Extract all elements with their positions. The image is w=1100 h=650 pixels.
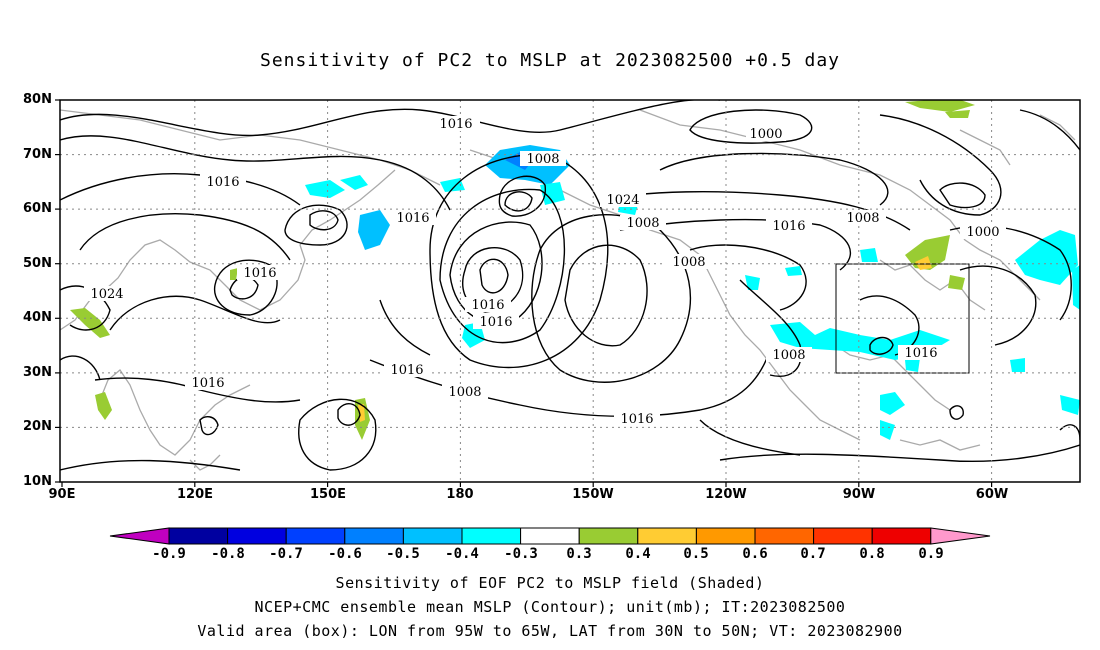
svg-text:1016: 1016 — [396, 211, 429, 226]
colorbar-label: 0.9 — [918, 546, 944, 562]
contour-label: 1008 — [840, 210, 886, 226]
contour-label: 1016 — [432, 116, 480, 132]
lat-label: 20N — [23, 419, 52, 434]
colorbar-label: -0.8 — [211, 546, 245, 562]
svg-text:1024: 1024 — [90, 287, 123, 302]
colorbar-segment — [930, 527, 991, 545]
contour-label: 1024 — [84, 286, 130, 302]
plot-frame — [59, 99, 1081, 483]
svg-text:1016: 1016 — [904, 346, 937, 361]
colorbar-segment — [695, 527, 756, 545]
contour-label: 1016 — [237, 265, 283, 281]
svg-text:1016: 1016 — [471, 298, 504, 313]
colorbar-label: -0.9 — [152, 546, 186, 562]
lat-label: 70N — [23, 147, 52, 162]
colorbar-segment — [578, 527, 639, 545]
svg-text:1008: 1008 — [672, 255, 705, 270]
contour-label: 1016 — [766, 218, 812, 234]
svg-text:1016: 1016 — [243, 266, 276, 281]
colorbar-label: 0.8 — [859, 546, 885, 562]
contour-label: 1008 — [666, 254, 712, 270]
contour-label: 1016 — [898, 345, 944, 361]
svg-text:1008: 1008 — [626, 216, 659, 231]
svg-text:1016: 1016 — [772, 219, 805, 234]
lon-label: 90E — [48, 487, 76, 502]
contour-label: 1016 — [200, 174, 246, 190]
graticule — [60, 100, 1080, 482]
contour-label: 1016 — [384, 362, 430, 378]
colorbar-label: 0.7 — [800, 546, 826, 562]
contour-label: 1016 — [185, 375, 231, 391]
colorbar-segment — [344, 527, 404, 545]
svg-text:1024: 1024 — [606, 193, 639, 208]
contour-label: 1008 — [442, 384, 488, 400]
colorbar-segment — [285, 527, 346, 545]
svg-text:1016: 1016 — [620, 412, 653, 427]
lat-label: 10N — [23, 474, 52, 489]
svg-text:1016: 1016 — [479, 315, 512, 330]
svg-text:1016: 1016 — [390, 363, 423, 378]
contour-label-group: 1016 1000 1008 1016 1024 1016 1008 1008 … — [84, 116, 1006, 427]
colorbar — [109, 527, 991, 545]
colorbar-label: -0.5 — [386, 546, 420, 562]
lon-label: 120W — [705, 487, 747, 502]
mslp-contours — [60, 100, 1080, 471]
contour-label: 1008 — [766, 347, 812, 363]
contour-label: 1016 — [465, 297, 511, 313]
contour-label: 1000 — [746, 126, 786, 142]
colorbar-label: -0.4 — [445, 546, 479, 562]
colorbar-segment — [402, 527, 463, 545]
contour-label: 1024 — [600, 192, 646, 208]
svg-text:1016: 1016 — [439, 117, 472, 132]
map-title: Sensitivity of PC2 to MSLP at 2023082500… — [259, 50, 840, 71]
lon-label: 60W — [975, 487, 1009, 502]
coastlines — [60, 109, 1076, 471]
colorbar-label: 0.4 — [625, 546, 651, 562]
svg-text:1008: 1008 — [846, 211, 879, 226]
colorbar-segment — [109, 527, 170, 545]
colorbar-segment — [637, 527, 697, 545]
lat-label: 80N — [23, 92, 52, 107]
caption-line-1: Sensitivity of EOF PC2 to MSLP field (Sh… — [335, 574, 765, 592]
contour-label: 1000 — [960, 224, 1006, 240]
lat-label: 30N — [23, 365, 52, 380]
colorbar-segment — [168, 527, 229, 545]
svg-text:1016: 1016 — [206, 175, 239, 190]
contour-label: 1016 — [614, 411, 660, 427]
colorbar-segment — [813, 527, 873, 545]
lat-label: 60N — [23, 201, 52, 216]
lon-label: 180 — [446, 487, 474, 502]
svg-text:1008: 1008 — [448, 385, 481, 400]
svg-text:1008: 1008 — [772, 348, 805, 363]
tick-marks — [55, 99, 993, 487]
colorbar-label: -0.6 — [328, 546, 362, 562]
lat-label: 40N — [23, 310, 52, 325]
contour-label: 1008 — [520, 151, 566, 167]
colorbar-segment — [871, 527, 932, 545]
svg-text:1000: 1000 — [966, 225, 999, 240]
lon-label: 150E — [309, 487, 347, 502]
colorbar-segment — [520, 527, 580, 545]
contour-label: 1008 — [620, 215, 666, 231]
colorbar-segment — [227, 527, 287, 545]
lon-label: 90W — [842, 487, 876, 502]
lon-label: 150W — [572, 487, 614, 502]
colorbar-segment — [754, 527, 815, 545]
colorbar-label: -0.7 — [269, 546, 303, 562]
caption-line-2: NCEP+CMC ensemble mean MSLP (Contour); u… — [254, 598, 846, 616]
colorbar-label: 0.6 — [742, 546, 768, 562]
colorbar-segment — [461, 527, 522, 545]
caption-line-3: Valid area (box): LON from 95W to 65W, L… — [197, 622, 903, 640]
lat-label: 50N — [23, 256, 52, 271]
contour-label: 1016 — [473, 314, 519, 330]
colorbar-label: -0.3 — [504, 546, 538, 562]
lon-label: 120E — [176, 487, 214, 502]
colorbar-label: 0.3 — [566, 546, 592, 562]
contour-label: 1016 — [390, 210, 436, 226]
svg-text:1000: 1000 — [749, 127, 782, 142]
colorbar-label: 0.5 — [683, 546, 709, 562]
svg-text:1016: 1016 — [191, 376, 224, 391]
svg-text:1008: 1008 — [526, 152, 559, 167]
